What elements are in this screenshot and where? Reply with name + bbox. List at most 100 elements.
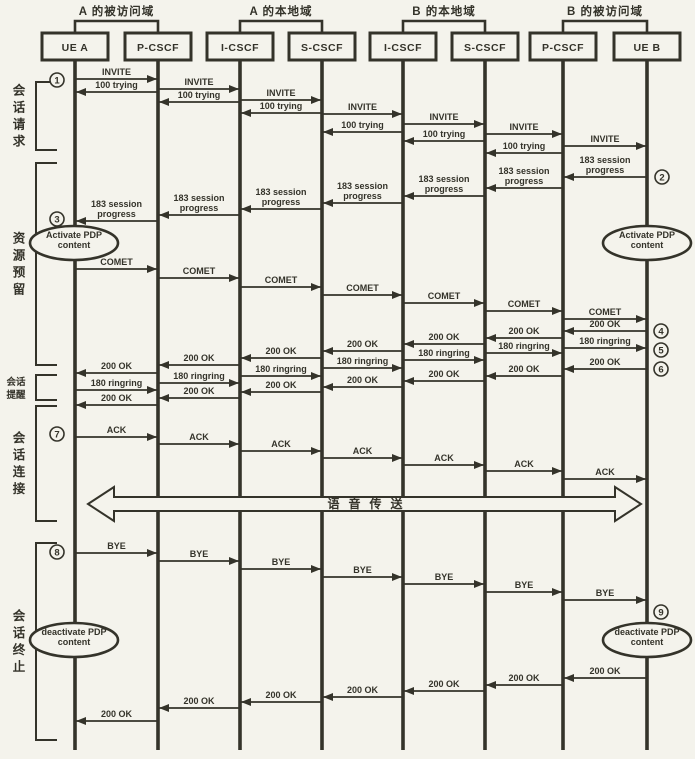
message-label: 200 OK xyxy=(265,690,297,700)
message: 180 ringring xyxy=(75,378,158,394)
step-marker-number: 1 xyxy=(54,75,60,86)
node-label: I-CSCF xyxy=(221,42,259,54)
phase-label: 接 xyxy=(13,481,26,496)
message: INVITE xyxy=(322,102,403,118)
message: 200 OK xyxy=(158,696,240,712)
message-label: 180 ringring xyxy=(173,371,225,381)
arrowhead-icon xyxy=(241,109,251,117)
arrowhead-icon xyxy=(552,349,562,357)
message-label: COMET xyxy=(183,266,216,276)
arrowhead-icon xyxy=(323,347,333,355)
step-marker: 4 xyxy=(653,323,669,339)
message-label: ACK xyxy=(271,439,291,449)
phase-label: 留 xyxy=(13,282,26,297)
message-label: progress xyxy=(505,176,544,186)
message: INVITE xyxy=(563,134,647,150)
message-label: ACK xyxy=(189,432,209,442)
arrowhead-icon xyxy=(486,184,496,192)
message-label: BYE xyxy=(107,541,126,551)
message-label: ACK xyxy=(353,446,373,456)
message: ACK xyxy=(485,459,563,475)
arrowhead-icon xyxy=(552,467,562,475)
message-label: 200 OK xyxy=(101,361,133,371)
message: 200 OK xyxy=(322,375,403,391)
arrowhead-icon xyxy=(159,361,169,369)
message-label: 183 session xyxy=(255,187,306,197)
phase-label: 会话 xyxy=(6,376,26,388)
arrowhead-icon xyxy=(147,433,157,441)
node: P-CSCF xyxy=(528,31,598,62)
message-label: 200 OK xyxy=(265,346,297,356)
message-label: 200 OK xyxy=(589,666,621,676)
arrowhead-icon xyxy=(323,128,333,136)
message: ACK xyxy=(403,453,485,469)
message-label: 100 trying xyxy=(423,129,466,139)
arrowhead-icon xyxy=(636,142,646,150)
message-label: BYE xyxy=(515,580,534,590)
message-label: progress xyxy=(180,203,219,213)
domain-group: A 的被访问域 xyxy=(73,4,160,33)
message-label: 200 OK xyxy=(347,685,379,695)
message-label: 200 OK xyxy=(183,386,215,396)
message-label: ACK xyxy=(434,453,454,463)
message-label: 200 OK xyxy=(508,673,540,683)
voice-transfer-arrow: 语音传送 xyxy=(86,485,643,523)
message: 200 OK xyxy=(563,357,647,373)
message-label: 183 session xyxy=(418,174,469,184)
message-label: 183 session xyxy=(337,181,388,191)
arrowhead-icon xyxy=(159,211,169,219)
arrowhead-icon xyxy=(229,274,239,282)
message-label: 100 trying xyxy=(503,141,546,151)
domain-group: B 的本地域 xyxy=(401,4,487,33)
message-label: 180 ringring xyxy=(91,378,143,388)
message-label: COMET xyxy=(428,291,461,301)
message-label: 200 OK xyxy=(101,709,133,719)
arrowhead-icon xyxy=(241,698,251,706)
step-marker-number: 7 xyxy=(54,429,59,440)
message-label: 180 ringring xyxy=(498,341,550,351)
node-box xyxy=(40,31,110,62)
arrowhead-icon xyxy=(552,307,562,315)
node-label: S-CSCF xyxy=(301,42,343,54)
arrowhead-icon xyxy=(486,681,496,689)
message-label: 200 OK xyxy=(347,375,379,385)
node-box xyxy=(450,31,520,62)
message: BYE xyxy=(240,557,322,573)
arrowhead-icon xyxy=(404,687,414,695)
arrowhead-icon xyxy=(147,386,157,394)
domain-group-label: B 的本地域 xyxy=(412,4,476,18)
phase-bracket xyxy=(35,162,57,366)
step-marker: 2 xyxy=(654,169,670,185)
phase-label: 源 xyxy=(13,248,26,263)
arrowhead-icon xyxy=(486,372,496,380)
step-marker: 9 xyxy=(653,604,669,620)
step-marker-number: 8 xyxy=(54,547,59,558)
pdp-note-label: content xyxy=(58,240,91,250)
message: INVITE xyxy=(240,88,322,104)
arrowhead-icon xyxy=(392,110,402,118)
arrowhead-icon xyxy=(323,693,333,701)
message-label: 183 session xyxy=(498,166,549,176)
message: BYE xyxy=(322,565,403,581)
message: 200 OK xyxy=(240,690,322,706)
message-label: INVITE xyxy=(184,77,213,87)
message: BYE xyxy=(75,541,158,557)
arrowhead-icon xyxy=(404,377,414,385)
message: BYE xyxy=(403,572,485,588)
arrowhead-icon xyxy=(392,291,402,299)
node-label: I-CSCF xyxy=(384,42,422,54)
message-label: BYE xyxy=(435,572,454,582)
step-marker: 1 xyxy=(49,72,65,88)
arrowhead-icon xyxy=(636,475,646,483)
step-marker-number: 3 xyxy=(54,214,59,225)
arrowhead-icon xyxy=(474,580,484,588)
